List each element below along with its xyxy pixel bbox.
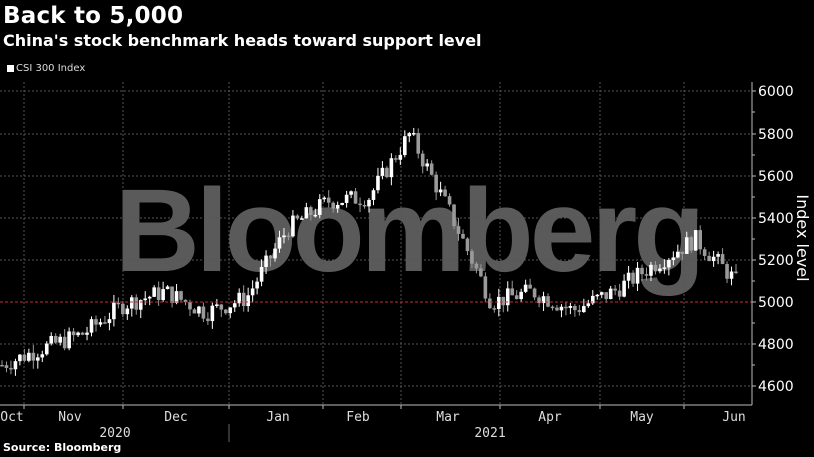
chart-subtitle: China's stock benchmark heads toward sup… (3, 31, 482, 50)
x-label-jan: Jan (266, 410, 289, 425)
y-tick-6000: 6000 (758, 84, 794, 100)
x-label-oct: Oct (0, 410, 23, 425)
v-gridlines (23, 82, 685, 405)
h-gridlines (0, 90, 752, 387)
x-label-may: May (630, 410, 654, 425)
y-axis-labels: 6000 5800 5600 5400 5200 5000 4800 4600 (758, 84, 794, 395)
y-axis-ticks (752, 90, 756, 387)
x-axis-month-labels: Oct Nov Dec Jan Feb Mar Apr May Jun (0, 410, 745, 425)
y-tick-5200: 5200 (758, 253, 794, 269)
y-tick-5400: 5400 (758, 211, 794, 227)
x-axis-year-labels: 2020 2021 (99, 426, 505, 441)
y-tick-5600: 5600 (758, 169, 794, 185)
source-note: Source: Bloomberg (3, 441, 122, 454)
y-axis-title: Index level (793, 194, 812, 281)
candles (0, 127, 738, 376)
y-tick-5000: 5000 (758, 295, 794, 311)
legend-swatch (7, 65, 14, 72)
legend: CSI 300 Index (7, 63, 85, 74)
x-axis-ticks (23, 405, 685, 409)
x-label-feb: Feb (346, 410, 370, 425)
y-tick-4600: 4600 (758, 379, 794, 395)
x-label-2021: 2021 (474, 426, 505, 441)
x-label-apr: Apr (538, 410, 562, 425)
x-label-dec: Dec (164, 410, 187, 425)
y-tick-4800: 4800 (758, 337, 794, 353)
legend-label: CSI 300 Index (16, 63, 86, 74)
watermark: Bloomberg (115, 165, 702, 297)
y-tick-5800: 5800 (758, 127, 794, 143)
chart-title: Back to 5,000 (3, 3, 184, 29)
x-label-jun: Jun (722, 410, 745, 425)
x-label-nov: Nov (58, 410, 82, 425)
x-label-mar: Mar (436, 410, 460, 425)
x-label-2020: 2020 (99, 426, 130, 441)
